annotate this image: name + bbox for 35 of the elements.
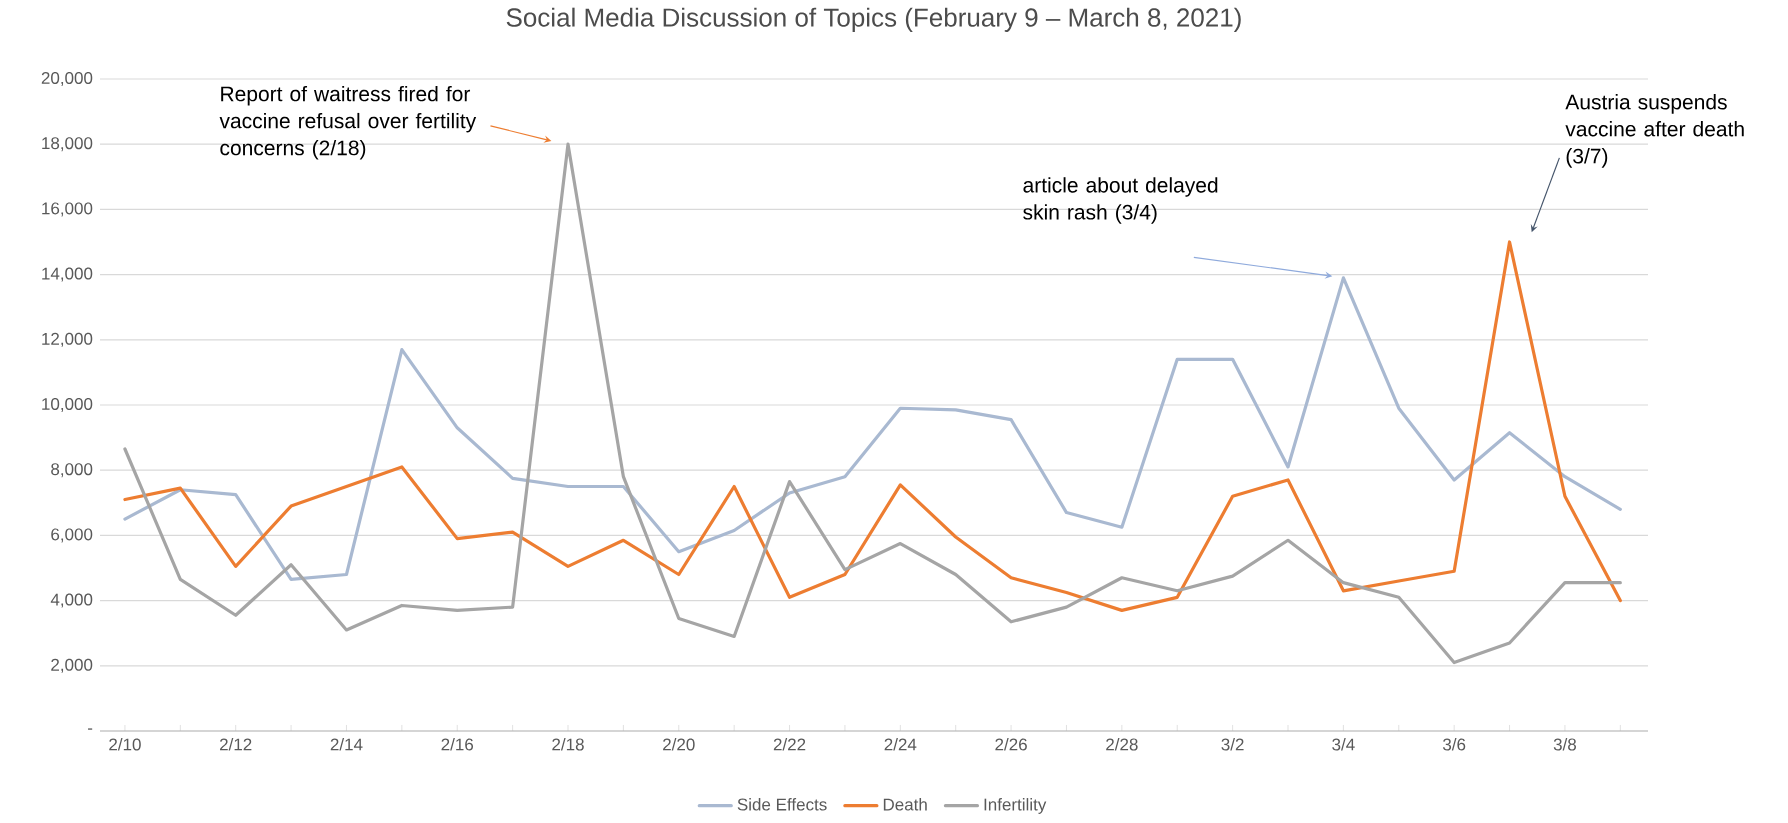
- line-series: [123, 276, 1622, 581]
- y-tick-label: 2,000: [51, 658, 93, 673]
- x-tick-label: 3/8: [1553, 738, 1577, 751]
- x-tick-label: 2/20: [663, 738, 695, 751]
- x-tick-label: 2/22: [773, 738, 806, 751]
- x-tick-label: 2/12: [220, 738, 252, 751]
- x-tick-label: 2/28: [1106, 738, 1138, 751]
- chart-title: Social Media Discussion of Topics (February 9 – March 8, 2021): [506, 7, 1241, 32]
- x-tick-label: 2/26: [995, 738, 1027, 751]
- y-tick-label: 10,000: [42, 397, 93, 412]
- x-tick-label: 3/4: [1332, 738, 1355, 751]
- annotation: article about delayed skin rash (3/4): [1023, 177, 1218, 224]
- y-tick-label: 12,000: [42, 332, 93, 347]
- x-tick-label: 2/10: [109, 738, 141, 751]
- x-tick-label: 3/2: [1221, 738, 1244, 751]
- x-tick-label: 2/14: [330, 738, 363, 751]
- y-tick-label: 4,000: [50, 593, 93, 608]
- y-tick-label: 8,000: [51, 463, 93, 478]
- x-tick-label: 2/24: [884, 738, 917, 751]
- y-tick-label: 18,000: [42, 137, 93, 152]
- legend-label: Infertility: [984, 798, 1047, 814]
- line-series: [123, 240, 1622, 612]
- annotation: Report of waitress fired for vaccine refusal over fertility concerns (2/18): [219, 85, 477, 160]
- y-tick-label: -: [88, 728, 93, 730]
- legend-label: Death: [883, 798, 927, 811]
- y-tick-label: 16,000: [42, 202, 93, 217]
- annotation: Austria suspends vaccine after death (3/7): [1565, 94, 1744, 168]
- line-series: [123, 142, 1622, 665]
- y-tick-label: 6,000: [51, 528, 93, 543]
- y-tick-label: 14,000: [42, 267, 93, 282]
- y-tick-label: 20,000: [41, 71, 93, 86]
- x-tick-label: 2/18: [552, 738, 584, 751]
- x-tick-label: 3/6: [1443, 738, 1466, 751]
- legend-label: Side Effects: [737, 798, 827, 811]
- x-tick-label: 2/16: [441, 738, 474, 751]
